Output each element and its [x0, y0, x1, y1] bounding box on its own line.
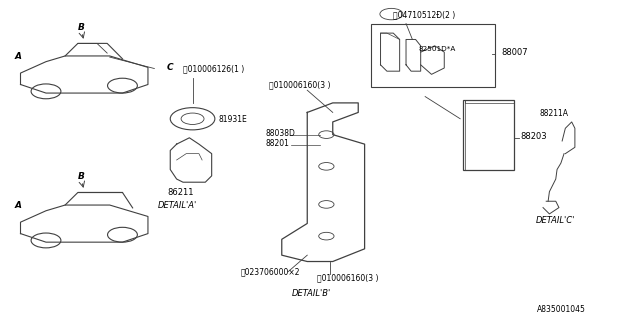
- Text: DETAIL'C': DETAIL'C': [536, 216, 575, 226]
- Text: DETAIL'B': DETAIL'B': [291, 289, 331, 299]
- Text: Ⓑ010006126(1 ): Ⓑ010006126(1 ): [183, 64, 244, 73]
- Text: 81931E: 81931E: [218, 115, 247, 124]
- Text: A: A: [14, 52, 21, 61]
- Text: 88038D: 88038D: [266, 129, 296, 138]
- Text: A835001045: A835001045: [537, 305, 586, 314]
- Text: 88211A: 88211A: [540, 108, 569, 117]
- Bar: [371, 24, 495, 87]
- Text: 88203: 88203: [521, 132, 547, 141]
- Text: C: C: [167, 63, 173, 72]
- Text: B: B: [78, 172, 84, 181]
- Text: DETAIL'A': DETAIL'A': [157, 201, 196, 210]
- Text: Ⓑ010006160(3 ): Ⓑ010006160(3 ): [269, 80, 330, 89]
- Bar: [463, 100, 515, 170]
- Text: 88201: 88201: [266, 139, 290, 148]
- Text: Ⓜ04710512Ð(2 ): Ⓜ04710512Ð(2 ): [394, 10, 456, 19]
- Text: B: B: [78, 23, 84, 32]
- Text: 88007: 88007: [502, 48, 528, 57]
- Text: Ⓑ010006160(3 ): Ⓑ010006160(3 ): [317, 274, 378, 283]
- Text: 86211: 86211: [167, 188, 193, 197]
- Text: 82501D*A: 82501D*A: [419, 45, 456, 52]
- Text: A: A: [14, 201, 21, 210]
- Text: Ⓝ023706000×2: Ⓝ023706000×2: [241, 267, 300, 276]
